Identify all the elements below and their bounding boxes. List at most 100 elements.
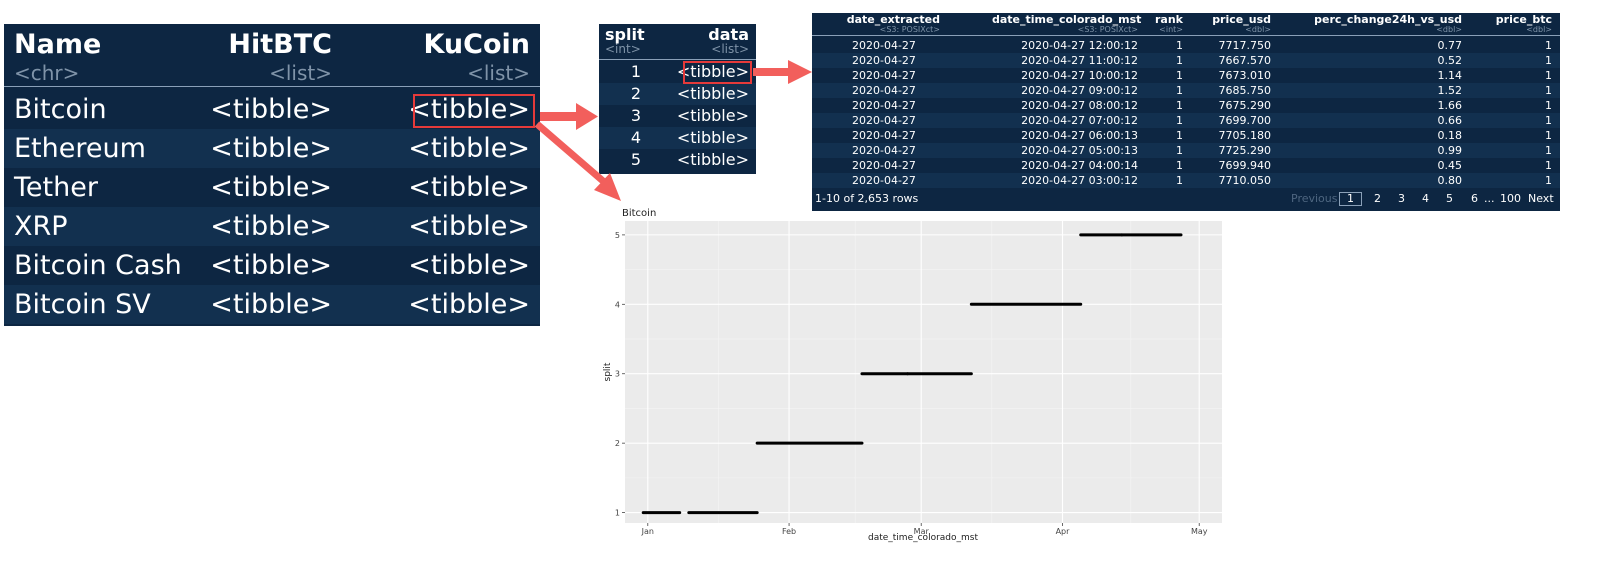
x-tick-label: Apr <box>1056 527 1071 536</box>
column-header-price-btc: price_btc <box>1495 13 1552 26</box>
cell-perc-change: 0.99 <box>1437 144 1463 157</box>
cell-hitbtc[interactable]: <tibble> <box>210 211 332 242</box>
cell-price-usd: 7673.010 <box>1218 69 1272 82</box>
cell-perc-change: 0.52 <box>1437 54 1463 67</box>
column-type-data: <list> <box>711 42 749 56</box>
cell-split: 2 <box>630 84 642 103</box>
cell-data[interactable]: <tibble> <box>676 62 749 81</box>
y-axis-label: split <box>603 362 613 381</box>
cell-hitbtc[interactable]: <tibble> <box>210 172 332 203</box>
table-row: 2020-04-27 2020-04-27 08:00:12 1 7675.29… <box>812 98 1560 113</box>
cell-perc-change: 1.14 <box>1437 69 1463 82</box>
table-row: Bitcoin Cash <tibble> <tibble> <box>4 246 540 285</box>
cell-kucoin[interactable]: <tibble> <box>408 250 530 281</box>
column-type-perc-change: <dbl> <box>1436 25 1462 34</box>
pagination-page-4[interactable]: 4 <box>1422 192 1429 205</box>
table-row: 2020-04-27 2020-04-27 06:00:13 1 7705.18… <box>812 128 1560 143</box>
arrow-icon <box>540 103 598 130</box>
column-header-hitbtc: HitBTC <box>228 29 332 60</box>
cell-date-extracted: 2020-04-27 <box>852 129 916 142</box>
nested-exchange-table: Name <chr> HitBTC <list> KuCoin <list> B… <box>4 24 540 326</box>
cell-hitbtc[interactable]: <tibble> <box>210 250 332 281</box>
cell-price-usd: 7675.290 <box>1218 99 1272 112</box>
pagination-page-5[interactable]: 5 <box>1446 192 1453 205</box>
cell-price-btc: 1 <box>1545 54 1552 67</box>
x-tick-label: Jan <box>641 527 654 536</box>
column-type-price-usd: <dbl> <box>1245 25 1271 34</box>
y-tick-label: 5 <box>615 231 620 240</box>
pagination-page-6[interactable]: 6 <box>1471 192 1478 205</box>
x-axis-label: date_time_colorado_mst <box>868 533 978 543</box>
cell-split: 1 <box>630 62 642 81</box>
pagination-page-1[interactable]: 1 <box>1339 188 1362 210</box>
cell-date-extracted: 2020-04-27 <box>852 84 916 97</box>
table-row: 3 <tibble> <box>599 105 756 127</box>
cell-price-usd: 7667.570 <box>1218 54 1272 67</box>
cell-date-time: 2020-04-27 03:00:12 <box>1021 174 1138 187</box>
cell-date-time: 2020-04-27 10:00:12 <box>1021 69 1138 82</box>
y-axis: 1 2 3 4 5 <box>615 231 625 518</box>
column-header-price-usd: price_usd <box>1212 13 1271 26</box>
cell-data[interactable]: <tibble> <box>676 150 749 169</box>
table-footer: 1-10 of 2,653 rows Previous 1 2 3 4 5 6 … <box>812 188 1560 210</box>
cell-kucoin[interactable]: <tibble> <box>408 94 530 125</box>
table-row: 2020-04-27 2020-04-27 10:00:12 1 7673.01… <box>812 68 1560 83</box>
cell-kucoin[interactable]: <tibble> <box>408 211 530 242</box>
cell-price-usd: 7705.180 <box>1218 129 1272 142</box>
cell-price-btc: 1 <box>1545 159 1552 172</box>
table-row: 1 <tibble> <box>599 61 756 83</box>
cell-kucoin[interactable]: <tibble> <box>408 172 530 203</box>
cell-kucoin[interactable]: <tibble> <box>408 133 530 164</box>
table-row: 2020-04-27 2020-04-27 09:00:12 1 7685.75… <box>812 83 1560 98</box>
bitcoin-split-chart: Bitcoin Jan Feb Mar Apr May 1 2 3 4 5 date_time_… <box>603 208 1222 543</box>
pagination-last-page[interactable]: 100 <box>1500 192 1521 205</box>
cell-hitbtc[interactable]: <tibble> <box>210 133 332 164</box>
cell-rank: 1 <box>1176 39 1183 52</box>
cell-kucoin[interactable]: <tibble> <box>408 289 530 320</box>
cell-rank: 1 <box>1176 54 1183 67</box>
cell-hitbtc[interactable]: <tibble> <box>210 94 332 125</box>
cell-perc-change: 0.80 <box>1437 174 1463 187</box>
bitcoin-data-table: date_extracted <S3: POSIXct> date_time_c… <box>812 13 1560 211</box>
cell-split: 3 <box>630 106 642 125</box>
column-header-date-extracted: date_extracted <box>846 13 940 26</box>
cell-perc-change: 0.77 <box>1437 39 1463 52</box>
cell-date-time: 2020-04-27 06:00:13 <box>1021 129 1138 142</box>
cell-date-extracted: 2020-04-27 <box>852 144 916 157</box>
cell-split: 4 <box>630 128 642 147</box>
cell-perc-change: 0.45 <box>1437 159 1463 172</box>
cell-name: Bitcoin Cash <box>14 250 182 281</box>
table-row: Bitcoin <tibble> <tibble> <box>4 90 540 129</box>
cell-rank: 1 <box>1176 144 1183 157</box>
pagination-page-2[interactable]: 2 <box>1374 192 1381 205</box>
cell-perc-change: 0.18 <box>1437 129 1463 142</box>
cell-data[interactable]: <tibble> <box>676 106 749 125</box>
cell-price-usd: 7725.290 <box>1218 144 1272 157</box>
cell-price-usd: 7699.700 <box>1218 114 1272 127</box>
cell-price-btc: 1 <box>1545 114 1552 127</box>
chart-title: Bitcoin <box>622 208 656 219</box>
column-header-perc-change: perc_change24h_vs_usd <box>1314 13 1462 26</box>
cell-date-time: 2020-04-27 11:00:12 <box>1021 54 1138 67</box>
cell-date-extracted: 2020-04-27 <box>852 69 916 82</box>
cell-data[interactable]: <tibble> <box>676 128 749 147</box>
cell-hitbtc[interactable]: <tibble> <box>210 289 332 320</box>
next-page-button[interactable]: Next <box>1528 192 1554 205</box>
cell-price-btc: 1 <box>1545 84 1552 97</box>
pagination-page-3[interactable]: 3 <box>1398 192 1405 205</box>
plot-panel <box>625 221 1222 523</box>
previous-page-button[interactable]: Previous <box>1291 192 1338 205</box>
cell-name: Bitcoin <box>14 94 107 125</box>
cell-name: Bitcoin SV <box>14 289 151 320</box>
cell-date-extracted: 2020-04-27 <box>852 54 916 67</box>
cell-rank: 1 <box>1176 159 1183 172</box>
cell-data[interactable]: <tibble> <box>676 84 749 103</box>
cell-perc-change: 1.66 <box>1437 99 1463 112</box>
cell-price-btc: 1 <box>1545 144 1552 157</box>
x-tick-label: May <box>1191 527 1208 536</box>
cell-price-usd: 7699.940 <box>1218 159 1272 172</box>
y-tick-label: 3 <box>615 370 620 379</box>
cell-name: XRP <box>14 211 68 242</box>
x-tick-label: Mar <box>914 527 930 536</box>
arrow-icon <box>753 60 812 84</box>
